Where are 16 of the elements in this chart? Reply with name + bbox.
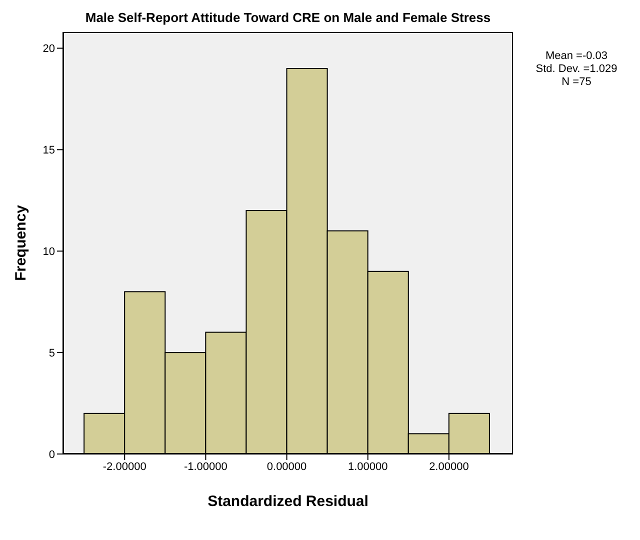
x-tick-label: 0.00000 — [266, 460, 307, 473]
x-tick-label: 2.00000 — [429, 460, 469, 473]
text: Std. Dev. =1.029 — [534, 63, 618, 76]
text: N =75 — [560, 76, 592, 89]
chart-title: Male Self-Report Attitude Toward CRE on Male and Female Stress — [84, 10, 492, 25]
y-tick-label: 5 — [48, 347, 55, 360]
text: Mean =-0.03 — [544, 50, 609, 63]
y-tick-label: 15 — [42, 144, 55, 157]
x-tick-label: -1.00000 — [184, 460, 228, 473]
y-axis-title: Frequency — [12, 204, 30, 281]
x-axis-title: Standardized Residual — [208, 493, 368, 510]
y-tick-label: 0 — [48, 448, 55, 461]
x-tick-label: 1.00000 — [348, 460, 388, 473]
y-tick-label: 10 — [42, 246, 55, 258]
y-tick-label: 20 — [42, 43, 55, 56]
x-tick-label: -2.00000 — [102, 460, 146, 473]
